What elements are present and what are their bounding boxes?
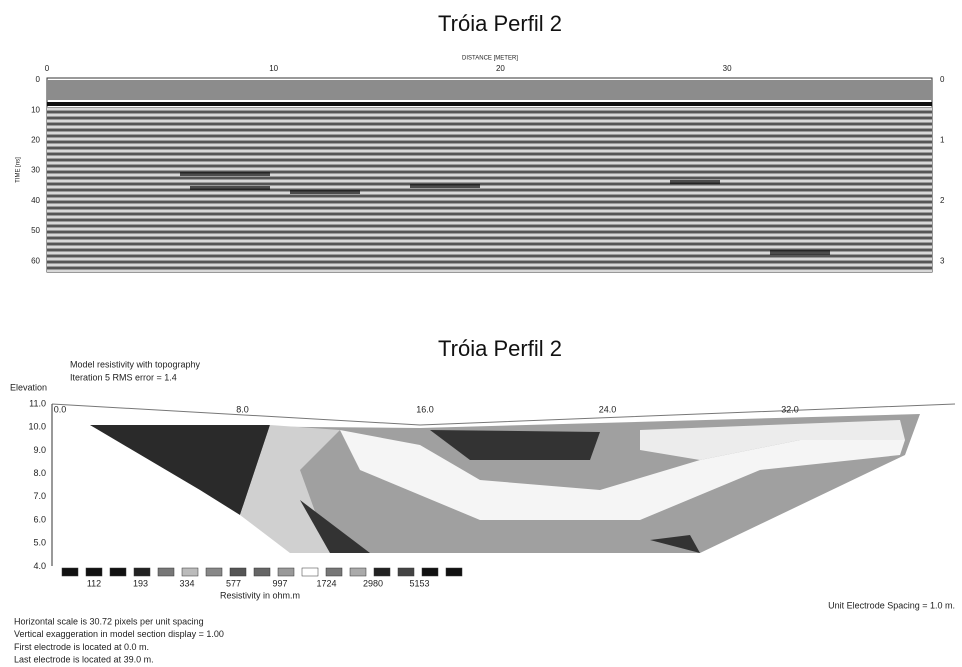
note: Iteration 5 RMS error = 1.4 [70,372,177,382]
x-tick-label: 10 [269,64,278,73]
y-tick-label: 8.0 [33,468,46,478]
y-tick-label: 9.0 [33,445,46,455]
legend-value: 193 [133,578,148,588]
legend-value: 112 [87,578,101,588]
x-tick-label: 16.0 [416,404,434,414]
y-tick-label: 6.0 [33,514,46,524]
radargram [47,107,932,272]
y-tick-label: 5.0 [33,538,46,548]
legend-value: 997 [272,578,287,588]
y-tick-label: 30 [31,166,40,175]
y-tick-label: 20 [31,136,40,145]
footer-line: Horizontal scale is 30.72 pixels per uni… [14,616,204,626]
y-tick-label: 10.0 [28,422,46,432]
footer-line: Last electrode is located at 39.0 m. [14,654,154,664]
y2-tick-label: 2 [940,196,945,205]
legend-value: 2980 [363,578,383,588]
y-tick-label: 60 [31,256,40,265]
x-label: DISTANCE [METER] [462,56,518,62]
gpr-line [47,102,932,106]
x-tick-label: 8.0 [236,404,249,414]
x-tick-label: 24.0 [599,404,617,414]
y-tick-label: 40 [31,196,40,205]
y-tick-label: 10 [31,105,40,114]
gpr-band [47,80,932,100]
y-tick-label: 4.0 [33,561,46,571]
x-tick-label: 32.0 [781,404,799,414]
ert-title: Tróia Perfil 2 [438,336,562,361]
gpr-title: Tróia Perfil 2 [438,11,562,36]
y-tick-label: 11.0 [29,398,46,408]
legend-value: 334 [179,578,194,588]
y-tick-label: 7.0 [33,491,46,501]
legend-value: 577 [226,578,241,588]
x-tick-label: 0.0 [54,404,67,414]
y-label: Elevation [10,382,47,392]
footer-line: First electrode is located at 0.0 m. [14,642,149,652]
spacing: Unit Electrode Spacing = 1.0 m. [828,600,955,610]
legend-label: Resistivity in ohm.m [220,590,300,600]
footer-line: Vertical exaggeration in model section d… [14,629,224,639]
x-tick-label: 30 [723,64,732,73]
x-tick-label: 20 [496,64,505,73]
legend-value: 5153 [409,578,429,588]
figure: Tróia Perfil 2 DISTANCE [METER] TIME [ns… [0,0,962,667]
y2-tick-label: 3 [940,256,945,265]
y-tick-label: 0 [36,75,41,84]
y2-tick-label: 1 [940,136,945,145]
y2-tick-label: 0 [940,75,945,84]
legend-value: 1724 [316,578,336,588]
note: Model resistivity with topography [70,359,201,369]
y-tick-label: 50 [31,226,40,235]
section [90,414,920,553]
y-label: TIME [ns] [16,157,22,183]
legend-swatches [62,568,462,576]
x-tick-label: 0 [45,64,50,73]
